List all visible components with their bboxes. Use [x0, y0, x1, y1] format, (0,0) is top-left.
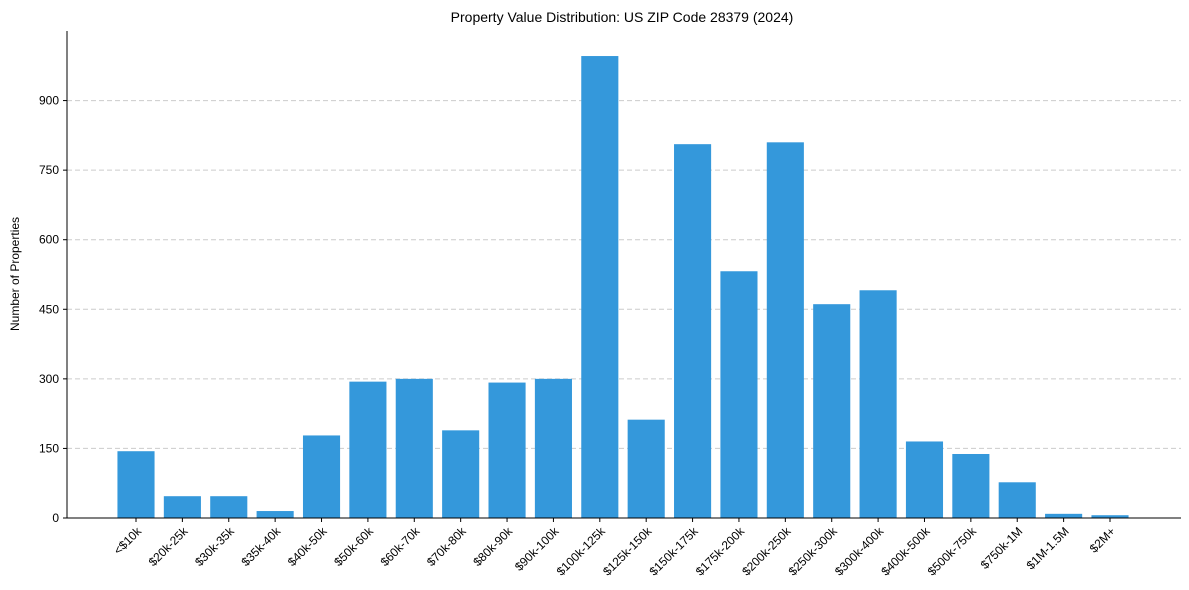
- bar-10: [581, 56, 619, 518]
- x-tick-label-6: $60k-70k: [378, 524, 424, 570]
- bar-12: [674, 144, 712, 518]
- x-tick-label-2: $30k-35k: [192, 524, 238, 570]
- bar-3: [256, 511, 294, 518]
- y-tick-label-5: 750: [39, 163, 59, 177]
- bar-9: [534, 378, 572, 518]
- y-tick-label-2: 300: [39, 372, 59, 386]
- x-tick-label-0: <$10k: [111, 524, 145, 558]
- bar-20: [1045, 513, 1083, 518]
- x-tick-label-1: $20k-25k: [146, 524, 192, 570]
- bar-11: [627, 419, 665, 518]
- y-tick-label-1: 150: [39, 441, 59, 455]
- y-tick-label-3: 450: [39, 302, 59, 316]
- bar-17: [905, 441, 944, 518]
- bar-19: [998, 482, 1036, 518]
- x-ticks: <$10k $20k-25k $30k-35k $35k-40k $40k-50k $50…: [111, 518, 1118, 578]
- chart-title: Property Value Distribution: US ZIP Code…: [451, 9, 794, 25]
- bar-18: [952, 453, 990, 518]
- gridlines: [67, 100, 1181, 449]
- x-tick-label-7: $70k-80k: [424, 524, 470, 570]
- x-tick-label-5: $50k-60k: [331, 524, 377, 570]
- y-ticks: 0 150 300 450 600 750 900: [39, 94, 67, 525]
- y-tick-label-6: 900: [39, 94, 59, 108]
- bar-13: [720, 271, 758, 518]
- x-tick-label-20: $1M-1.5M: [1024, 524, 1072, 572]
- bar-14: [766, 142, 804, 519]
- x-tick-label-3: $35k-40k: [238, 524, 284, 570]
- x-tick-label-19: $750k-1M: [978, 524, 1026, 572]
- bar-16: [859, 290, 897, 518]
- bar-15: [813, 304, 851, 518]
- x-tick-label-4: $40k-50k: [285, 524, 331, 570]
- bar-1: [163, 496, 201, 518]
- bar-21: [1091, 515, 1129, 518]
- bar-8: [488, 382, 526, 518]
- x-tick-label-18: $500k-750k: [925, 524, 980, 579]
- x-tick-label-8: $80k-90k: [470, 524, 516, 570]
- bars: [117, 56, 1129, 519]
- y-axis-label: Number of Properties: [8, 217, 22, 331]
- x-tick-label-21: $2M+: [1087, 524, 1118, 555]
- bar-4: [302, 435, 341, 518]
- y-tick-label-4: 600: [39, 233, 59, 247]
- y-tick-label-0: 0: [52, 511, 59, 525]
- bar-2: [210, 496, 248, 518]
- bar-0: [117, 451, 155, 518]
- bar-5: [349, 381, 387, 518]
- bar-7: [442, 430, 480, 518]
- bar-6: [395, 378, 433, 518]
